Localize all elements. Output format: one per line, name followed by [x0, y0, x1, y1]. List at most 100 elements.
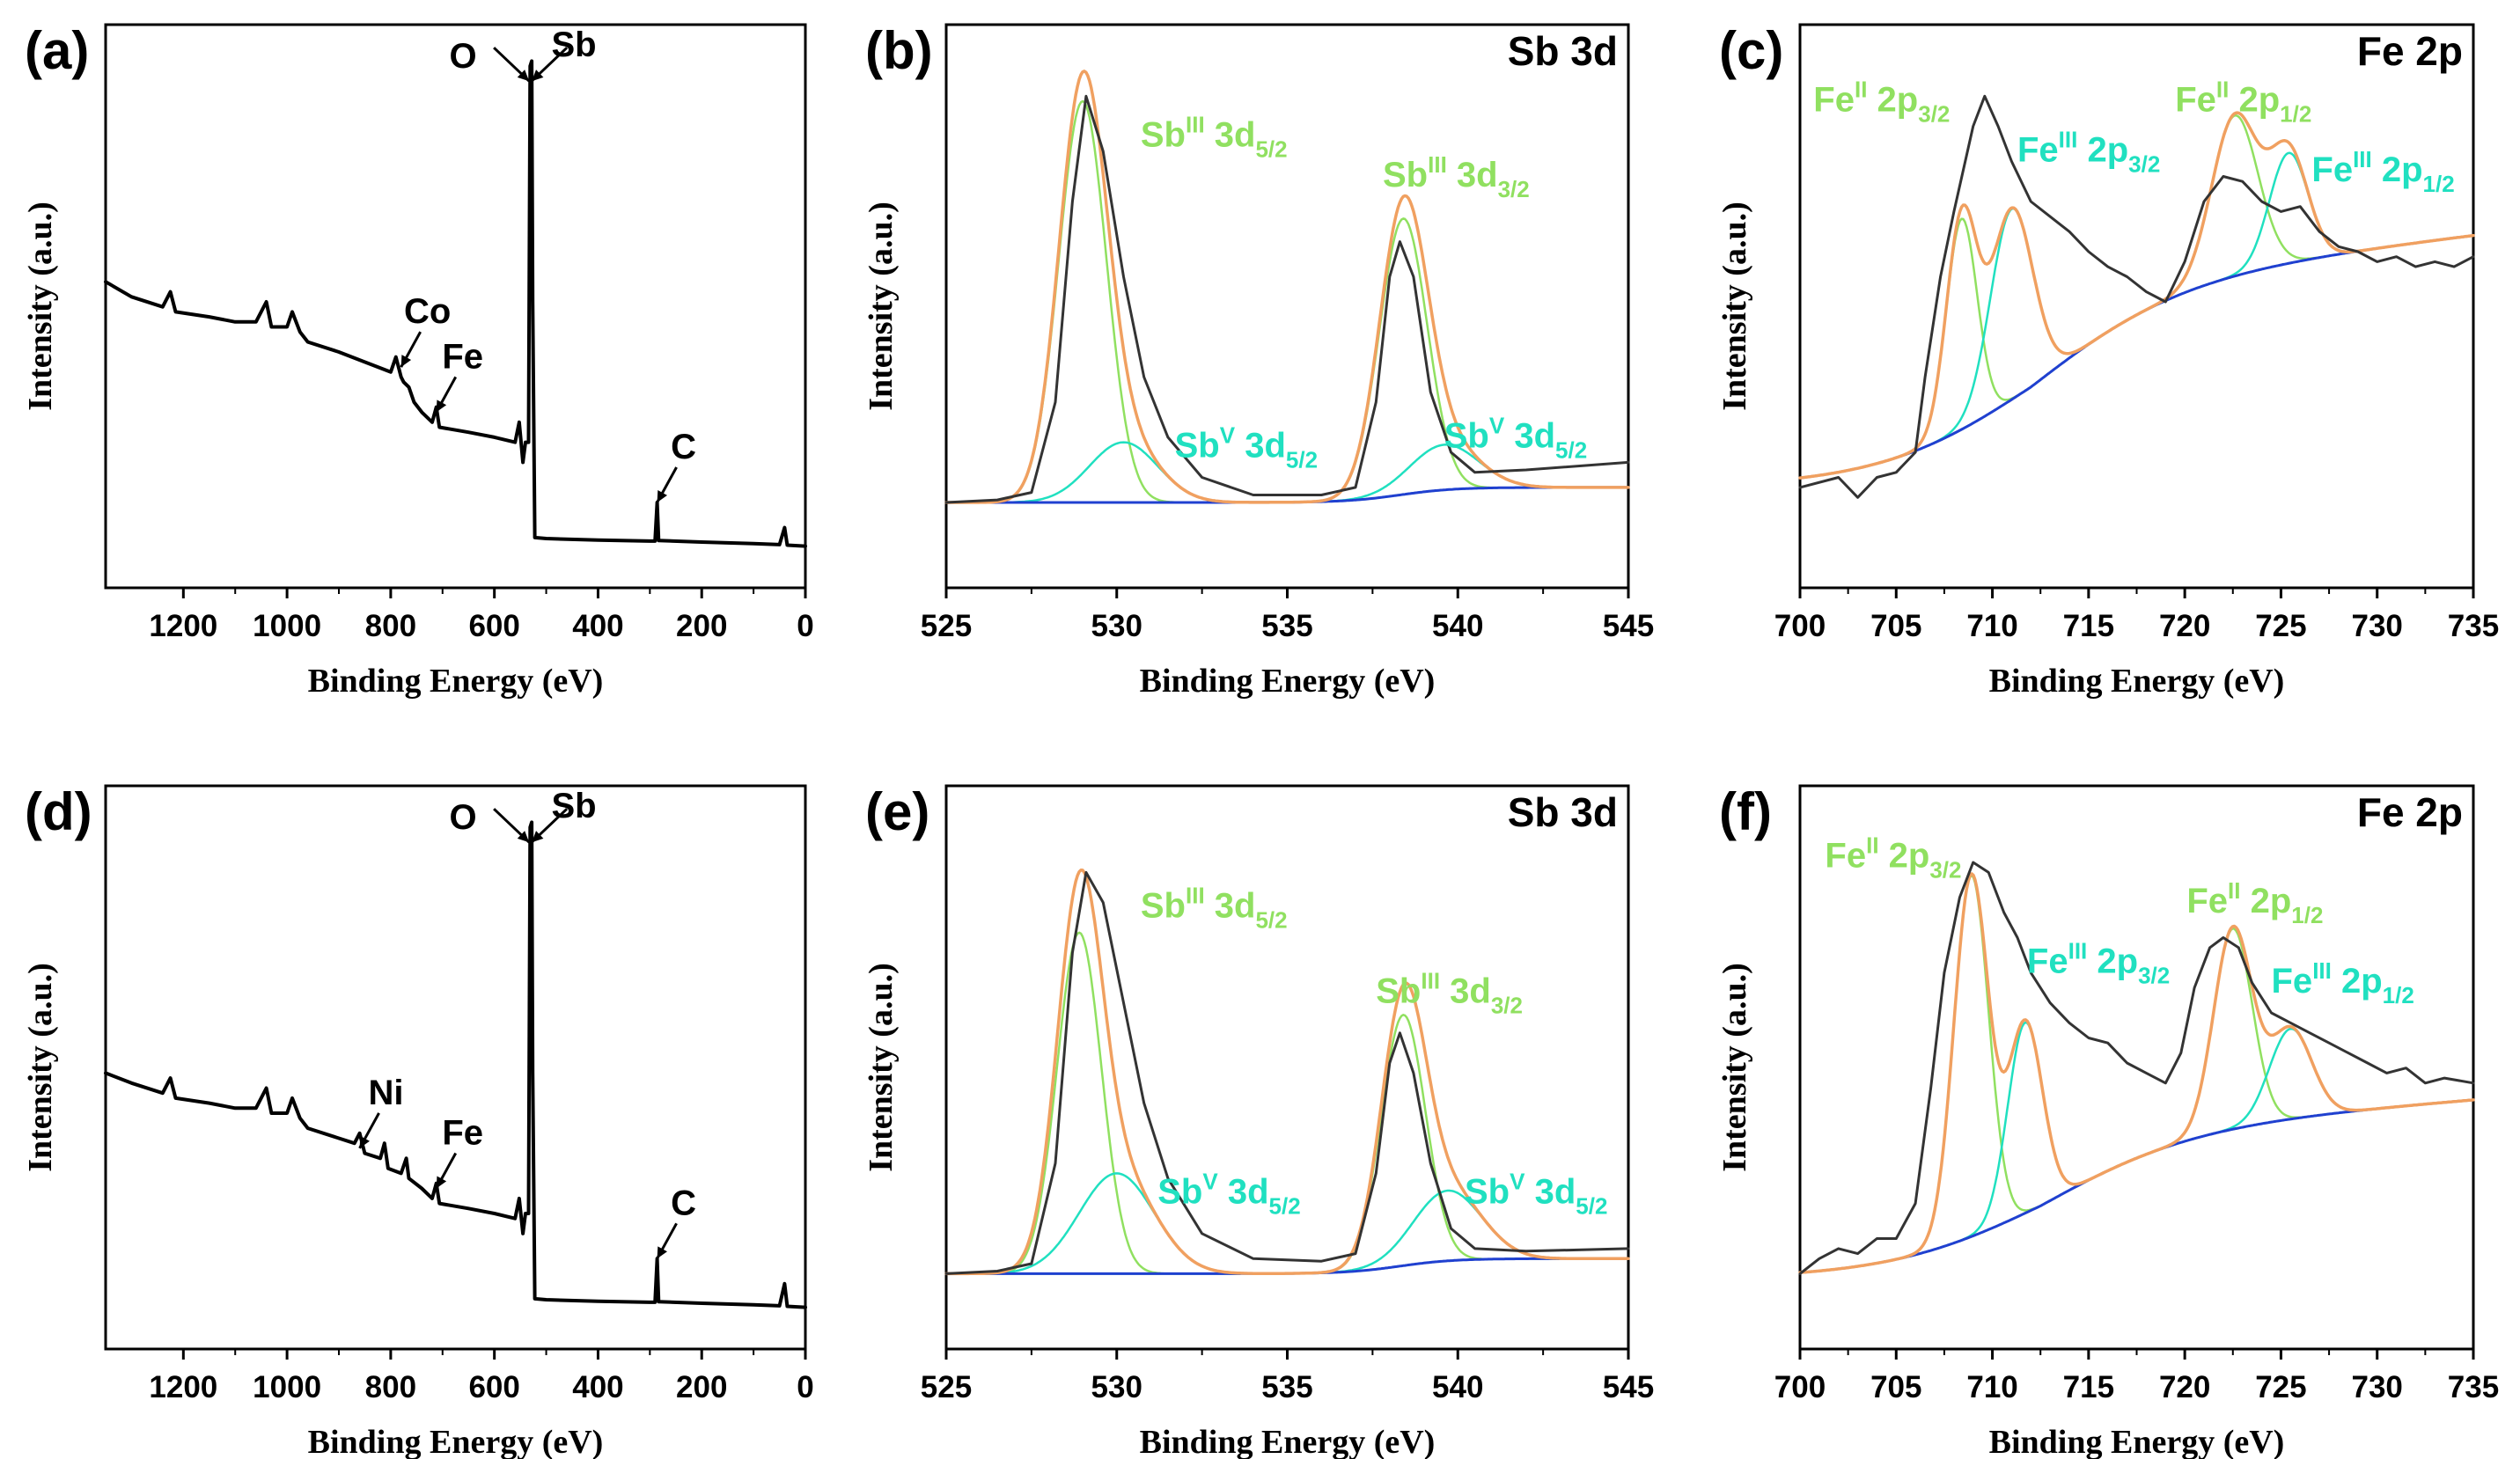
peak-annotation: O	[450, 37, 477, 76]
peak-annotation: FeIII 2p1/2	[2272, 957, 2414, 1008]
peak-annotation: Co	[404, 292, 451, 331]
x-tick-label: 540	[1432, 609, 1483, 643]
x-tick-label: 0	[797, 1370, 813, 1404]
x-tick-label: 730	[2352, 1370, 2403, 1404]
peak-annotation: SbIII 3d5/2	[1141, 111, 1288, 162]
y-axis-label: Intensity (a.u.)	[1716, 202, 1753, 411]
panel-b: 525 530 535 540 545 Binding Energy (eV) Intens…	[863, 21, 1654, 700]
peak-annotation: FeIII 2p3/2	[2027, 937, 2170, 988]
peak-annotation: FeII 2p3/2	[1825, 832, 1961, 883]
panel-f: 700 705 710 715 720 725 730 735 Binding Energy (…	[1716, 782, 2499, 1459]
x-tick-label: 535	[1261, 609, 1312, 643]
x-tick-label: 735	[2448, 1370, 2499, 1404]
annotation-arrowhead	[400, 355, 412, 368]
x-tick-label: 710	[1966, 1370, 2017, 1404]
x-tick-label: 1000	[253, 1370, 321, 1404]
raw-spectrum-line	[1798, 861, 2475, 1275]
peak-annotation: FeIII 2p1/2	[2311, 146, 2454, 197]
fit-envelope-line	[944, 868, 1630, 1276]
panel-letter: (d)	[25, 782, 92, 841]
peak-annotation: SbV 3d5/2	[1157, 1169, 1300, 1220]
x-tick-label: 800	[365, 609, 416, 643]
plot-frame	[944, 784, 1630, 1351]
annotation-arrowhead	[517, 70, 530, 82]
x-tick-label: 725	[2255, 609, 2306, 643]
x-axis-label: Binding Energy (eV)	[308, 663, 604, 700]
panel-letter: (a)	[25, 21, 89, 80]
y-axis-label: Intensity (a.u.)	[1716, 963, 1753, 1172]
fit-component-line	[944, 931, 1630, 1275]
x-tick-label: 400	[572, 609, 623, 643]
x-axis-label: Binding Energy (eV)	[1140, 1424, 1436, 1459]
panel-e: 525 530 535 540 545 Binding Energy (eV) Intens…	[863, 782, 1654, 1459]
annotation-arrowhead	[532, 70, 544, 82]
panel-a: 1200 1000 800 600 400 200 0 Binding Energy (eV)…	[22, 21, 814, 700]
panel-letter: (f)	[1719, 782, 1772, 841]
raw-spectrum-line	[944, 94, 1630, 504]
annotation-arrowhead	[359, 1135, 370, 1148]
peak-annotation: Sb	[552, 787, 597, 825]
peak-annotation: SbIII 3d3/2	[1376, 968, 1523, 1019]
panel-letter: (c)	[1719, 21, 1783, 80]
peak-annotation: FeII 2p1/2	[2186, 877, 2323, 928]
x-tick-label: 730	[2352, 609, 2403, 643]
x-tick-label: 725	[2255, 1370, 2306, 1404]
x-tick-label: 600	[468, 1370, 519, 1404]
panel-title: Fe 2p	[2357, 789, 2463, 835]
peak-annotation: Ni	[369, 1074, 404, 1112]
panel-title: Sb 3d	[1508, 789, 1618, 835]
raw-spectrum-line	[944, 870, 1630, 1275]
peak-annotation: SbIII 3d5/2	[1141, 883, 1288, 934]
panel-d: 1200 1000 800 600 400 200 0 Binding Energy (eV)…	[22, 782, 814, 1459]
x-tick-label: 1200	[149, 609, 217, 643]
fit-component-line	[1798, 217, 2475, 480]
survey-spectrum-line	[104, 820, 807, 1309]
x-tick-label: 1000	[253, 609, 321, 643]
fit-envelope-line	[1798, 111, 2475, 480]
x-tick-label: 705	[1870, 1370, 1921, 1404]
fit-envelope-line	[944, 70, 1630, 504]
annotation-arrowhead	[657, 490, 667, 502]
x-tick-label: 545	[1603, 609, 1654, 643]
x-tick-label: 600	[468, 609, 519, 643]
annotation-arrowhead	[517, 831, 530, 843]
x-tick-label: 200	[676, 609, 727, 643]
x-tick-label: 200	[676, 1370, 727, 1404]
x-tick-label: 535	[1261, 1370, 1312, 1404]
x-tick-label: 700	[1774, 1370, 1826, 1404]
x-tick-label: 545	[1603, 1370, 1654, 1404]
x-tick-label: 710	[1966, 609, 2017, 643]
peak-annotation: FeIII 2p3/2	[2017, 126, 2160, 177]
annotation-arrowhead	[436, 1176, 447, 1189]
x-axis-label: Binding Energy (eV)	[1989, 663, 2285, 700]
x-tick-label: 525	[921, 609, 972, 643]
panel-letter: (e)	[865, 782, 929, 841]
panel-c: 700 705 710 715 720 725 730 735 Binding Energy (…	[1716, 21, 2499, 700]
panel-title: Sb 3d	[1508, 28, 1618, 74]
x-tick-label: 700	[1774, 609, 1826, 643]
x-tick-label: 525	[921, 1370, 972, 1404]
peak-annotation: FeII 2p1/2	[2175, 76, 2311, 127]
x-tick-label: 0	[797, 609, 813, 643]
x-axis-label: Binding Energy (eV)	[308, 1424, 604, 1459]
y-axis-label: Intensity (a.u.)	[863, 202, 900, 411]
y-axis-label: Intensity (a.u.)	[22, 963, 59, 1172]
peak-annotation: C	[671, 1184, 696, 1222]
y-axis-label: Intensity (a.u.)	[863, 963, 900, 1172]
fit-component-line	[1798, 1021, 2475, 1274]
x-axis-label: Binding Energy (eV)	[1989, 1424, 2285, 1459]
peak-annotation: C	[671, 428, 696, 466]
peak-annotation: SbIII 3d3/2	[1383, 151, 1530, 202]
annotation-arrowhead	[532, 831, 544, 843]
survey-spectrum-line	[104, 59, 807, 548]
x-tick-label: 400	[572, 1370, 623, 1404]
annotation-arrowhead	[436, 400, 447, 413]
x-tick-label: 720	[2159, 609, 2210, 643]
x-tick-label: 530	[1091, 609, 1142, 643]
peak-annotation: Fe	[442, 337, 483, 376]
x-tick-label: 1200	[149, 1370, 217, 1404]
x-tick-label: 720	[2159, 1370, 2210, 1404]
plot-frame	[104, 784, 807, 1351]
x-axis-label: Binding Energy (eV)	[1140, 663, 1436, 700]
